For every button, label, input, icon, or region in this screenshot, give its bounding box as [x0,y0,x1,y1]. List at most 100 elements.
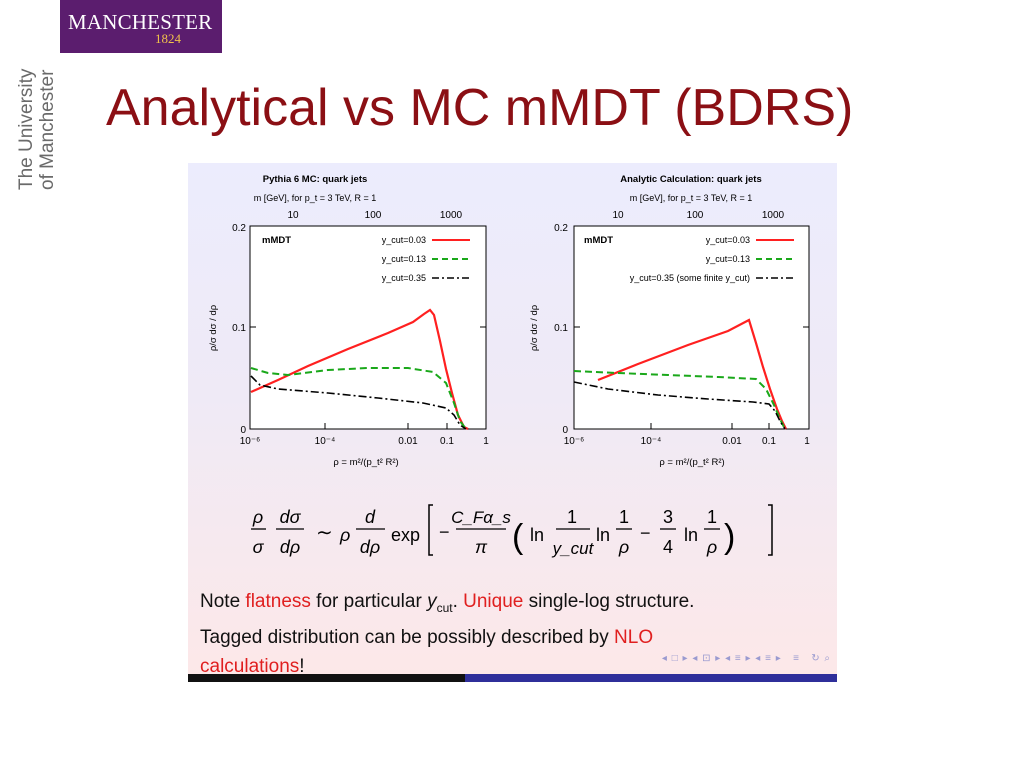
plot-right-top-tick: 100 [687,210,704,221]
note-part: Tagged distribution can be possibly desc… [200,626,615,648]
svg-text:(: ( [512,518,524,556]
svg-text:ln: ln [684,525,698,545]
note-ycut-y: y [427,591,437,612]
note-calculations: calculations [200,655,300,677]
plot-left-y-tick: 0.2 [232,223,246,234]
logo-year: 1824 [155,31,181,46]
svg-text:ρ: ρ [706,537,717,557]
plot-left-curve-ycut-0.13 [250,367,467,430]
svg-text:exp: exp [391,525,420,545]
plots-and-formula: Pythia 6 MC: quark jets m [GeV], for p_t… [208,174,810,558]
plot-right-y-tick: 0.1 [554,323,568,334]
svg-text:ln: ln [530,525,544,545]
plot-left-curve-ycut-0.03 [250,308,469,430]
note-ycut-sub: cut [436,600,453,615]
svg-text:π: π [475,537,488,557]
plot-right-x-tick: 10⁻⁶ [564,436,585,447]
plot-right-y-label: ρ/σ dσ / dρ [529,304,540,351]
plot-right-legend-label: y_cut=0.03 [706,235,750,245]
embedded-slide-image: Pythia 6 MC: quark jets m [GeV], for p_t… [188,163,837,682]
plot-left-title: Pythia 6 MC: quark jets [263,174,368,185]
plot-left-top-axis-label: m [GeV], for p_t = 3 TeV, R = 1 [254,193,377,203]
svg-text:): ) [724,518,735,556]
plot-right-curve-ycut-0.13 [573,370,786,430]
plot-left-legend-label: y_cut=0.03 [382,235,426,245]
svg-text:1: 1 [567,507,577,527]
plot-left-x-tick: 10⁻⁴ [315,436,336,447]
plot-left-x-tick: 0.1 [440,436,454,447]
plot-right-top-axis-label: m [GeV], for p_t = 3 TeV, R = 1 [630,193,753,203]
plot-left-frame [249,225,487,430]
plot-right-legend-label: y_cut=0.35 (some finite y_cut) [630,273,750,283]
plot-left-x-label: ρ = m²/(p_t² R²) [333,457,398,468]
beamer-navigation-icons: ◂ □ ▸ ◂ ⊡ ▸ ◂ ≡ ▸ ◂ ≡ ▸ ≡ ↻ ⌕ [661,653,831,664]
note-ycut: ycut [427,591,453,615]
plot-left-top-tick: 1000 [440,210,463,221]
plot-right-top-tick: 1000 [762,210,785,221]
wordmark-line-1: The University [16,68,37,190]
plot-right: Analytic Calculation: quark jets m [GeV]… [529,174,810,468]
plot-left-legend-label: y_cut=0.35 [382,273,426,283]
plot-left-x-tick: 10⁻⁶ [240,436,261,447]
svg-text:4: 4 [663,537,673,557]
plot-left-y-label: ρ/σ dσ / dρ [208,304,219,351]
plot-left-y-tick: 0.1 [232,323,246,334]
note-part: single-log structure. [523,591,695,612]
svg-text:ρ: ρ [339,525,350,545]
svg-text:dρ: dρ [280,537,300,557]
plot-right-x-label: ρ = m²/(p_t² R²) [659,457,724,468]
logo-name: MANCHESTER [68,10,213,34]
note-unique: Unique [463,591,524,612]
note-flatness: flatness [245,591,311,612]
svg-text:−: − [640,523,651,543]
plot-left-x-tick: 1 [483,436,489,447]
plot-right-top-tick: 10 [612,210,624,221]
university-wordmark: The University of Manchester [10,60,60,200]
svg-text:dσ: dσ [280,507,302,527]
svg-text:y_cut: y_cut [552,539,595,558]
svg-text:σ: σ [253,537,265,557]
svg-text:ρ: ρ [618,537,629,557]
beamer-footer-dark [188,674,465,682]
svg-text:ln: ln [596,525,610,545]
svg-text:d: d [365,507,376,527]
plot-left-top-tick: 10 [287,210,299,221]
svg-text:−: − [439,522,450,542]
note-part: for particular [310,591,428,612]
svg-text:∼: ∼ [316,522,333,544]
plot-right-x-tick: 10⁻⁴ [641,436,662,447]
plot-left-top-tick: 100 [365,210,382,221]
resummation-formula: ρ σ dσ dρ ∼ ρ d dρ exp − C_Fα_s π ( ln 1… [251,504,773,558]
svg-text:1: 1 [707,507,717,527]
note-part: . [452,591,464,612]
plot-right-curve-ycut-0.35 [573,381,786,430]
slide-title: Analytical vs MC mMDT (BDRS) [106,79,854,137]
plot-right-curve-ycut-0.03 [597,318,787,430]
beamer-footer-bar [188,674,837,682]
svg-text:1: 1 [619,507,629,527]
plot-left-curve-ycut-0.35 [250,375,467,430]
wordmark-line-2: of Manchester [37,69,58,190]
svg-text:C_Fα_s: C_Fα_s [451,508,511,527]
plot-right-y-tick: 0 [562,425,568,436]
plot-right-panel-label: mMDT [584,235,613,246]
manchester-logo: MANCHESTER 1824 [60,0,222,53]
plot-left-legend-label: y_cut=0.13 [382,254,426,264]
svg-text:3: 3 [663,507,673,527]
plot-right-x-tick: 0.01 [722,436,742,447]
plot-right-y-tick: 0.2 [554,223,568,234]
svg-text:ρ: ρ [252,507,263,527]
plot-left-y-tick: 0 [240,425,246,436]
plot-left-x-tick: 0.01 [398,436,418,447]
note-part: Note [200,591,246,612]
note-part: ! [299,655,305,677]
plot-left-panel-label: mMDT [262,235,291,246]
plot-right-title: Analytic Calculation: quark jets [620,174,761,185]
note-text: Note flatness for particular ycut. Uniqu… [200,587,830,681]
plot-right-x-tick: 0.1 [762,436,776,447]
plot-right-x-tick: 1 [804,436,810,447]
svg-text:dρ: dρ [360,537,380,557]
note-nlo: NLO [614,626,654,648]
plot-left: Pythia 6 MC: quark jets m [GeV], for p_t… [208,174,489,468]
plot-right-legend-label: y_cut=0.13 [706,254,750,264]
